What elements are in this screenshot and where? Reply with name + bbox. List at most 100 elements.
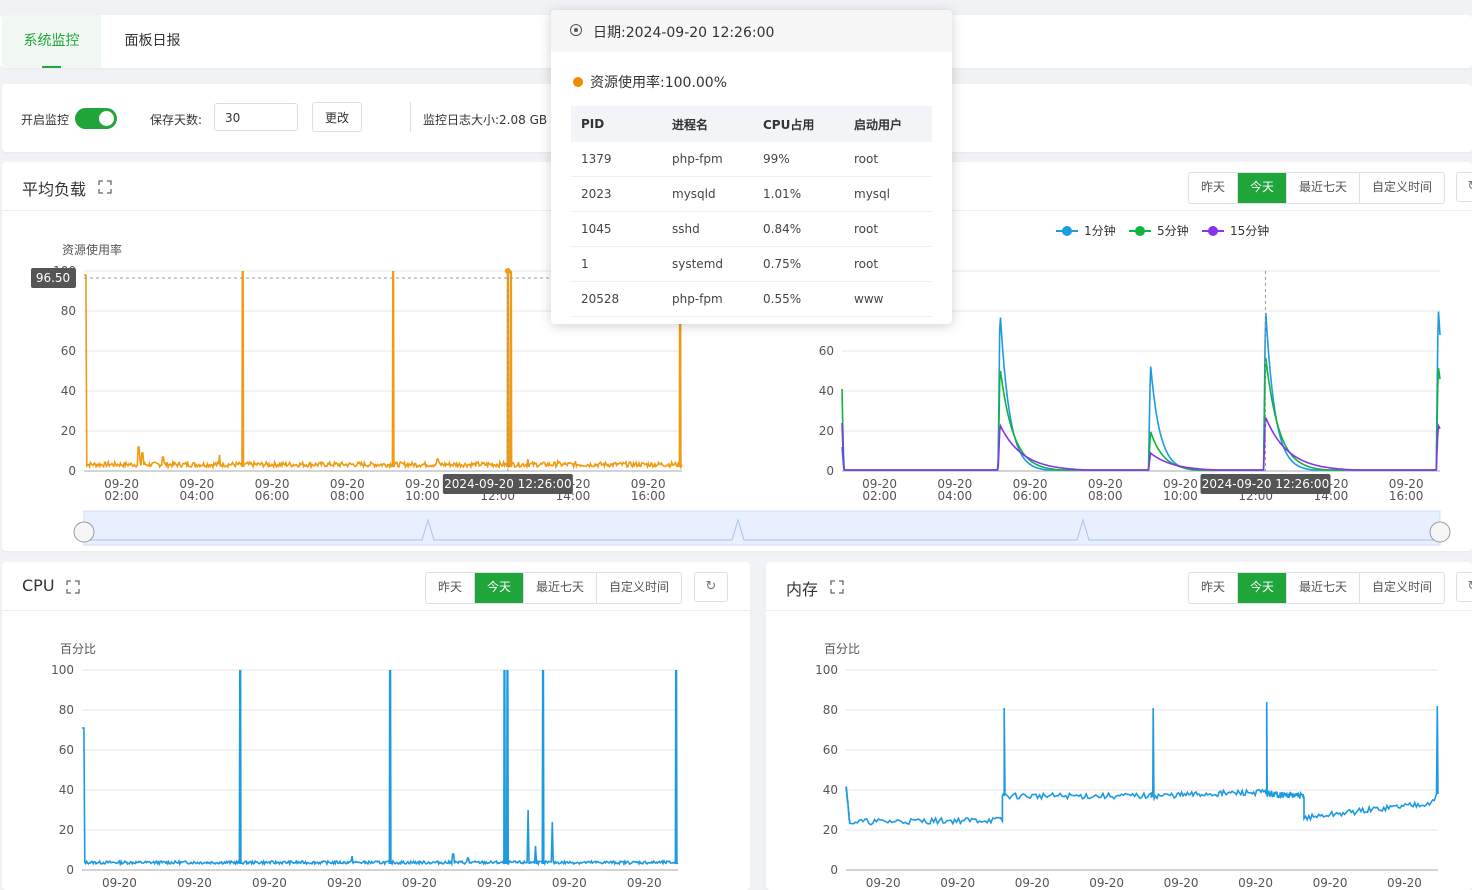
range-yesterday[interactable]: 昨天 bbox=[438, 580, 463, 594]
y-tick-label: 20 bbox=[823, 823, 838, 837]
refresh-button[interactable]: ↻ bbox=[694, 572, 728, 602]
x-tick-label: 02:00 bbox=[862, 489, 897, 503]
expand-icon[interactable] bbox=[98, 180, 112, 194]
table-row: 1379 php-fpm 99% root bbox=[571, 142, 932, 177]
memory-panel: 内存 昨天 今天 最近七天 自定义时间 ↻ 02040608010009-200… bbox=[766, 562, 1472, 890]
tooltip-usage-value: 100.00% bbox=[664, 75, 728, 91]
memory-chart: 0 20 40 60 80 100 09-20 09-20 09-20 09-20 09-20 09-… bbox=[815, 642, 1439, 890]
x-tick-label: 09-20 bbox=[1164, 876, 1199, 890]
table-cell: 99% bbox=[753, 142, 844, 177]
table-cell: 1045 bbox=[571, 211, 662, 247]
legend-item: 15分钟 bbox=[1230, 223, 1269, 238]
x-tick-label: 09-20 bbox=[179, 477, 214, 491]
x-tick-label: 09-20 bbox=[552, 876, 587, 890]
range-custom[interactable]: 自定义时间 bbox=[1359, 573, 1444, 603]
x-tick-label: 09-20 bbox=[1389, 477, 1424, 491]
y-tick-label: 60 bbox=[59, 743, 74, 757]
y-tick-label: 80 bbox=[823, 703, 838, 717]
tab-system-monitor[interactable]: 系统监控 bbox=[2, 15, 101, 68]
save-days-input[interactable]: 30 bbox=[214, 103, 298, 131]
process-table: PID 进程名 CPU占用 启动用户 1379 php-fpm 99% root 20… bbox=[571, 106, 932, 317]
expand-icon[interactable] bbox=[830, 580, 844, 594]
change-button[interactable]: 更改 bbox=[312, 102, 362, 132]
range-last-7-days[interactable]: 最近七天 bbox=[523, 573, 596, 603]
range-custom[interactable]: 自定义时间 bbox=[596, 573, 681, 603]
tooltip-date-value: 2024-09-20 12:26:00 bbox=[625, 25, 775, 41]
column-header: PID bbox=[571, 106, 662, 142]
crosshair-badge bbox=[1200, 474, 1331, 494]
legend-item: 5分钟 bbox=[1157, 223, 1189, 238]
table-header-row: PID 进程名 CPU占用 启动用户 bbox=[571, 106, 932, 142]
clock-icon bbox=[570, 24, 582, 36]
table-cell: 1 bbox=[571, 246, 662, 282]
tooltip-header: 日期:2024-09-20 12:26:00 bbox=[551, 10, 952, 52]
y-tick-label: 80 bbox=[61, 304, 76, 318]
y-tick-label: 40 bbox=[819, 384, 834, 398]
legend-marker bbox=[1062, 226, 1072, 236]
memory-range-selector: 昨天 今天 最近七天 自定义时间 bbox=[1188, 572, 1446, 604]
cpu-panel: CPU 昨天 今天 最近七天 自定义时间 ↻ 0 20 40 60 80 100 09-20… bbox=[2, 562, 750, 890]
y-tick-label: 60 bbox=[819, 344, 834, 358]
refresh-button[interactable]: ↻ bbox=[1456, 572, 1472, 602]
table-cell: sshd bbox=[662, 211, 753, 247]
y-tick-label: 0 bbox=[830, 863, 838, 877]
range-today[interactable]: 今天 bbox=[1237, 173, 1287, 203]
range-yesterday[interactable]: 昨天 bbox=[1201, 580, 1226, 594]
x-tick-label: 09-20 bbox=[631, 477, 666, 491]
table-cell: mysqld bbox=[662, 176, 753, 212]
range-custom[interactable]: 自定义时间 bbox=[1359, 173, 1444, 203]
series-line-3 bbox=[841, 417, 1441, 471]
legend-item: 1分钟 bbox=[1084, 223, 1116, 238]
tooltip-usage: 资源使用率:100.00% bbox=[590, 72, 727, 92]
column-header: CPU占用 bbox=[753, 106, 844, 142]
zoom-slider-handle bbox=[1429, 521, 1451, 543]
legend-marker bbox=[1135, 226, 1145, 236]
table-cell: root bbox=[844, 142, 932, 177]
monitor-toggle-label: 开启监控 bbox=[21, 113, 70, 127]
tab-panel-daily-report[interactable]: 面板日报 bbox=[124, 33, 181, 49]
cpu-plot: 0 20 40 60 80 100 09-20 09-20 09-20 09-20 09-20 09-… bbox=[51, 642, 679, 890]
table-row: 20528 php-fpm 0.55% www bbox=[571, 281, 932, 317]
x-tick-label: 04:00 bbox=[180, 489, 215, 503]
memory-panel-header: 内存 昨天 今天 最近七天 自定义时间 ↻ bbox=[766, 562, 1472, 611]
range-last-7-days[interactable]: 最近七天 bbox=[1286, 173, 1359, 203]
table-cell: 2023 bbox=[571, 176, 662, 212]
table-cell: systemd bbox=[662, 246, 753, 282]
x-tick-label: 10:00 bbox=[1163, 489, 1198, 503]
tooltip-usage-label: 资源使用率: bbox=[590, 75, 665, 91]
range-today[interactable]: 今天 bbox=[1237, 573, 1287, 603]
zoom-slider-preview bbox=[84, 518, 1440, 541]
x-tick-label: 09-20 bbox=[940, 876, 975, 890]
table-cell: mysql bbox=[844, 176, 932, 212]
table-row: 2023 mysqld 1.01% mysql bbox=[571, 176, 932, 212]
expand-icon[interactable] bbox=[66, 580, 80, 594]
x-tick-label: 10:00 bbox=[405, 489, 440, 503]
x-tick-label: 06:00 bbox=[1013, 489, 1048, 503]
x-tick-label: 09-20 bbox=[252, 876, 287, 890]
x-tick-label: 09-20 bbox=[862, 477, 897, 491]
range-yesterday[interactable]: 昨天 bbox=[1201, 180, 1226, 194]
y-tick-label: 80 bbox=[59, 703, 74, 717]
x-tick-label: 09-20 bbox=[1238, 876, 1273, 890]
y-tick-label: 40 bbox=[823, 783, 838, 797]
table-cell: 0.55% bbox=[753, 281, 844, 317]
x-tick-label: 09-20 bbox=[255, 477, 290, 491]
load-range-selector: 昨天 今天 最近七天 自定义时间 bbox=[1188, 172, 1446, 204]
y-tick-label: 0 bbox=[68, 464, 76, 478]
x-tick-label: 09-20 bbox=[102, 876, 137, 890]
y-tick-label: 0 bbox=[66, 863, 74, 877]
column-header: 启动用户 bbox=[844, 106, 932, 142]
memory-plot: 0 20 40 60 80 100 09-20 09-20 09-20 09-20 09-20 09-… bbox=[815, 642, 1439, 890]
table-cell: 1.01% bbox=[753, 176, 844, 212]
x-tick-label: 09-20 bbox=[405, 477, 440, 491]
monitor-toggle[interactable] bbox=[75, 108, 117, 129]
refresh-button[interactable]: ↻ bbox=[1456, 172, 1472, 202]
memory-panel-title: 内存 bbox=[786, 580, 819, 599]
x-tick-label: 09-20 bbox=[627, 876, 662, 890]
divider bbox=[410, 102, 411, 132]
range-today[interactable]: 今天 bbox=[474, 573, 524, 603]
x-tick-label: 09-20 bbox=[1013, 477, 1048, 491]
series-line-1 bbox=[84, 270, 683, 470]
range-last-7-days[interactable]: 最近七天 bbox=[1286, 573, 1359, 603]
load-panel: 平均负载 昨天 今天 最近七天 自定义时间 ↻ 02040608010009-2… bbox=[2, 162, 1472, 551]
